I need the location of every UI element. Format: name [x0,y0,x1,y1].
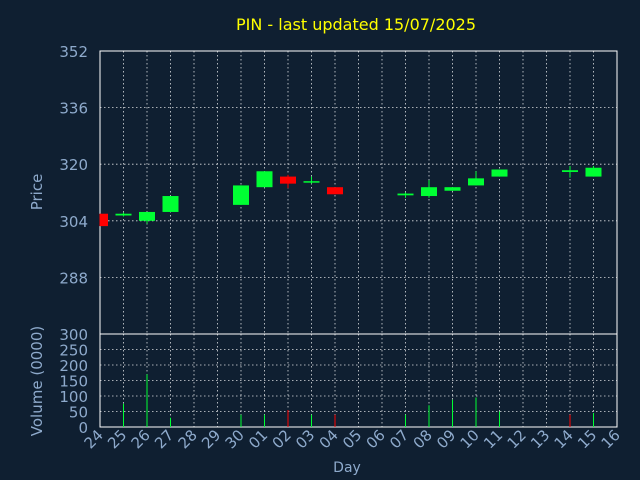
price-tick-label: 304 [59,213,88,231]
volume-axis-label: Volume (0000) [28,326,46,436]
volume-tick-label: 100 [59,388,88,406]
candle-body [397,193,414,196]
candle-body [585,167,602,177]
candle-body [162,196,179,212]
candle-body [468,178,484,186]
candle-body [421,187,437,197]
price-tick-label: 288 [59,269,88,287]
x-axis-label: Day [333,460,361,476]
chart-title: PIN - last updated 15/07/2025 [236,15,476,34]
x-axis-ticks: 2425262728293001020304050607080910111213… [81,426,624,452]
price-axis-label: Price [28,174,46,211]
candle-body [303,181,320,183]
candle-body [115,213,132,216]
price-panel: 352 336 320 304 288 [59,43,618,335]
volume-tick-label: 50 [69,404,88,422]
candle-body [327,187,343,195]
price-tick-label: 320 [59,156,88,174]
candle-body [491,169,508,177]
volume-tick-label: 250 [59,342,88,360]
volume-plot-frame [99,333,618,428]
price-tick-label: 336 [59,100,88,118]
candle-body [139,211,155,221]
candle-body [233,185,249,205]
volume-tick-label: 0 [78,419,88,437]
volume-tick-label: 300 [59,326,88,344]
candle-body [562,170,578,172]
price-tick-label: 352 [59,43,88,61]
candle-body [100,213,108,227]
candle-body [280,176,296,184]
candle-body [444,187,461,191]
candle-body [256,171,273,188]
volume-tick-label: 200 [59,357,88,375]
volume-tick-label: 150 [59,373,88,391]
